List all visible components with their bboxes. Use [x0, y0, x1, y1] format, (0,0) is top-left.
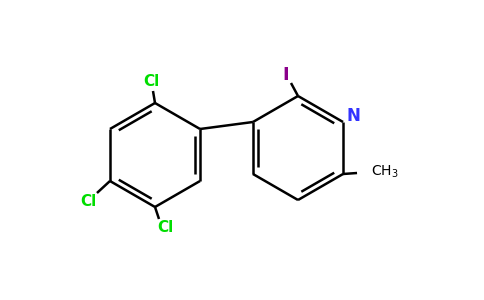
Text: Cl: Cl	[80, 194, 96, 208]
Text: I: I	[283, 66, 289, 84]
Text: Cl: Cl	[143, 74, 159, 89]
Text: CH$_3$: CH$_3$	[371, 164, 399, 180]
Text: N: N	[346, 107, 360, 125]
Text: Cl: Cl	[157, 220, 173, 236]
